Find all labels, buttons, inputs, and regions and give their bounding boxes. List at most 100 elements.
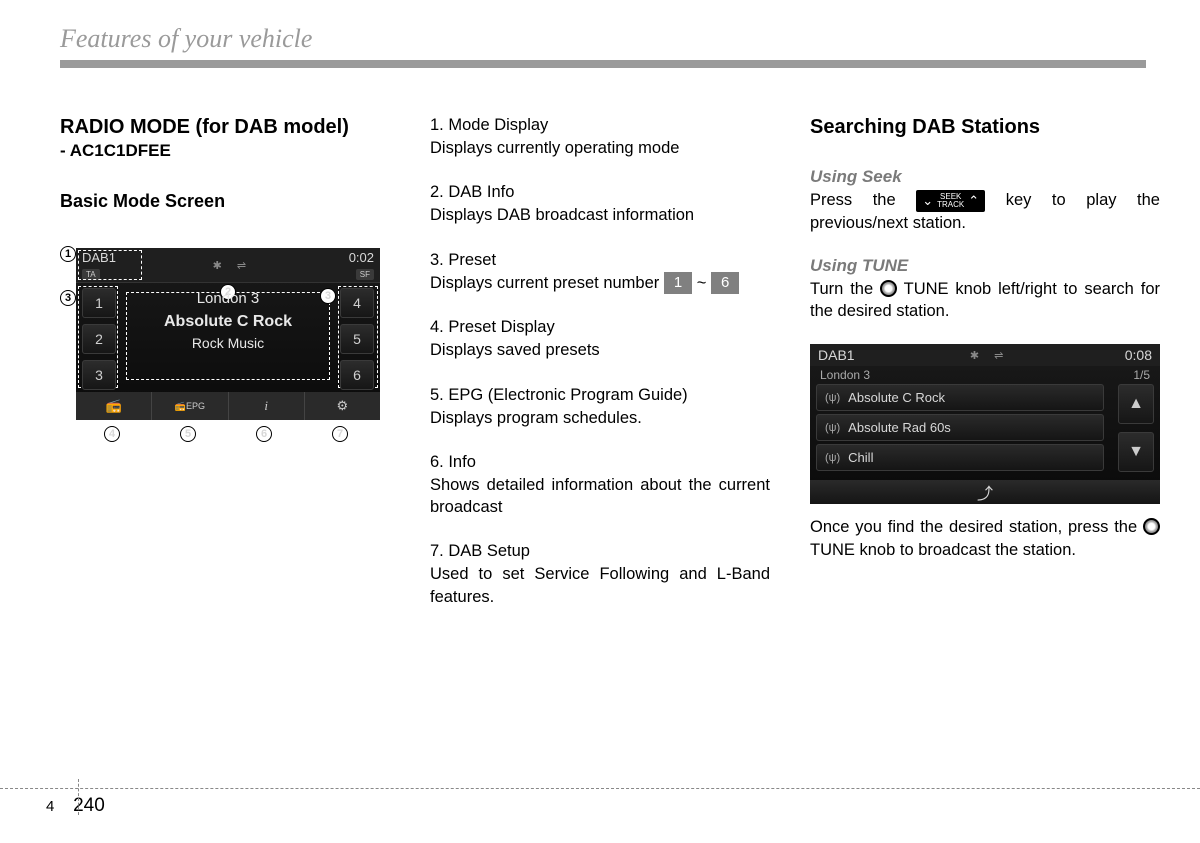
column-left: RADIO MODE (for DAB model) - AC1C1DFEE B… xyxy=(60,116,390,632)
item-1: 1. Mode Display Displays currently opera… xyxy=(430,116,770,159)
item-4-text: Displays saved presets xyxy=(430,339,770,361)
chevron-up-icon: ⌃ xyxy=(966,194,981,207)
callout-3-left: 3 xyxy=(60,290,76,306)
after-text-b: TUNE knob to broadcast the station. xyxy=(810,541,1076,559)
radio-screenshot-2: DAB1 ✱ ⇌ 0:08 London 3 1/5 (ψ) Absolute … xyxy=(810,344,1160,504)
item-2-text: Displays DAB broadcast information xyxy=(430,204,770,226)
preset-box-1: 1 xyxy=(664,272,692,294)
radio1-sf-badge: SF xyxy=(356,269,374,280)
radio1-btn-epg[interactable]: 📻EPG xyxy=(152,392,228,420)
callout-7: 7 xyxy=(332,426,348,442)
antenna-icon: (ψ) xyxy=(825,452,840,464)
radio2-ensemble: London 3 xyxy=(820,368,870,382)
knob-icon xyxy=(880,280,897,297)
item-2: 2. DAB Info Displays DAB broadcast infor… xyxy=(430,183,770,226)
radio2-subbar: London 3 1/5 xyxy=(810,366,1160,384)
radio2-clock: 0:08 xyxy=(1125,347,1152,363)
back-icon[interactable]: ⤴ xyxy=(977,480,993,504)
preset-1[interactable]: 1 xyxy=(82,288,116,318)
radio2-bottombar: ⤴ xyxy=(810,480,1160,504)
radio2-mode-label: DAB1 xyxy=(818,347,855,363)
item-4: 4. Preset Display Displays saved presets xyxy=(430,318,770,361)
radio2-topbar: DAB1 ✱ ⇌ 0:08 xyxy=(810,344,1160,366)
item-7-title: 7. DAB Setup xyxy=(430,542,770,561)
seek-track-button: ⌄ SEEK TRACK ⌃ xyxy=(916,190,985,212)
callout-1: 1 xyxy=(60,246,76,262)
tune-text-a: Turn the xyxy=(810,280,880,298)
item-3: 3. Preset Displays current preset number… xyxy=(430,251,770,295)
triangle-up-icon: ▲ xyxy=(1128,395,1144,413)
antenna-icon: (ψ) xyxy=(825,422,840,434)
footer-separator xyxy=(78,779,79,815)
radio-screenshot-1-wrap: 1 3 2 3 DAB1 TA ✱ ⇌ xyxy=(60,240,380,440)
preset-3[interactable]: 3 xyxy=(82,360,116,390)
callout-5: 5 xyxy=(180,426,196,442)
station-name-2: Absolute Rad 60s xyxy=(848,420,951,435)
item-2-title: 2. DAB Info xyxy=(430,183,770,202)
item-1-text: Displays currently operating mode xyxy=(430,137,770,159)
radio1-status-icons: ✱ ⇌ xyxy=(213,259,253,272)
radio1-bottombar: 📻 📻EPG i ⚙ xyxy=(76,392,380,420)
radio1-btn-info[interactable]: i xyxy=(229,392,305,420)
preset-5[interactable]: 5 xyxy=(340,324,374,354)
radio1-right-group: 0:02 SF xyxy=(349,250,374,280)
using-tune-text: Turn the TUNE knob left/right to search … xyxy=(810,278,1160,323)
item-3-text-a: Displays current preset number xyxy=(430,274,664,292)
epg-icon: 📻EPG xyxy=(175,401,205,412)
preset-4[interactable]: 4 xyxy=(340,288,374,318)
after-tune-text: Once you find the desired station, press… xyxy=(810,516,1160,561)
station-name-1: Absolute C Rock xyxy=(848,390,945,405)
item-6-title: 6. Info xyxy=(430,453,770,472)
radio2-status-icons: ✱ ⇌ xyxy=(970,349,1010,362)
gear-icon: ⚙ xyxy=(337,398,349,414)
radio-icon: 📻 xyxy=(106,398,122,414)
chevron-down-icon: ⌄ xyxy=(920,194,935,207)
radio-mode-subtitle: - AC1C1DFEE xyxy=(60,141,390,161)
item-4-title: 4. Preset Display xyxy=(430,318,770,337)
item-7: 7. DAB Setup Used to set Service Followi… xyxy=(430,542,770,608)
radio2-station-list: (ψ) Absolute C Rock (ψ) Absolute Rad 60s… xyxy=(810,384,1110,471)
column-right: Searching DAB Stations Using Seek Press … xyxy=(810,116,1160,632)
using-tune-heading: Using TUNE xyxy=(810,256,1160,276)
using-seek-heading: Using Seek xyxy=(810,167,1160,187)
info-icon: i xyxy=(264,398,268,414)
preset-2[interactable]: 2 xyxy=(82,324,116,354)
radio1-genre: Rock Music xyxy=(124,335,332,351)
searching-title: Searching DAB Stations xyxy=(810,116,1160,139)
station-row-2[interactable]: (ψ) Absolute Rad 60s xyxy=(816,414,1104,441)
radio-screenshot-1: 2 3 DAB1 TA ✱ ⇌ 0:02 SF 1 2 xyxy=(76,248,380,420)
antenna-icon: (ψ) xyxy=(825,392,840,404)
station-row-1[interactable]: (ψ) Absolute C Rock xyxy=(816,384,1104,411)
basic-mode-heading: Basic Mode Screen xyxy=(60,191,390,212)
item-7-text: Used to set Service Following and L-Band… xyxy=(430,563,770,608)
radio2-scroll-arrows: ▲ ▼ xyxy=(1118,384,1154,480)
item-5: 5. EPG (Electronic Program Guide) Displa… xyxy=(430,386,770,429)
radio1-btn-setup[interactable]: ⚙ xyxy=(305,392,380,420)
radio1-center-info: London 3 Absolute C Rock Rock Music xyxy=(124,290,332,351)
dash-mode xyxy=(78,250,142,280)
header-rule xyxy=(60,60,1146,68)
radio1-station: Absolute C Rock xyxy=(124,313,332,331)
using-seek-text: Press the ⌄ SEEK TRACK ⌃ key to play the… xyxy=(810,189,1160,234)
preset-6[interactable]: 6 xyxy=(340,360,374,390)
radio1-btn-radio[interactable]: 📻 xyxy=(76,392,152,420)
seek-text-a: Press the xyxy=(810,191,916,209)
seek-label-bot: TRACK xyxy=(937,200,964,209)
item-3-text-b: ~ xyxy=(697,274,711,292)
column-middle: 1. Mode Display Displays currently opera… xyxy=(430,116,770,632)
item-6: 6. Info Shows detailed information about… xyxy=(430,453,770,519)
radio1-presets-right: 4 5 6 xyxy=(340,288,374,396)
station-name-3: Chill xyxy=(848,450,873,465)
item-5-text: Displays program schedules. xyxy=(430,407,770,429)
radio1-clock: 0:02 xyxy=(349,250,374,265)
page-footer: 4 240 xyxy=(0,788,1200,817)
scroll-up-button[interactable]: ▲ xyxy=(1118,384,1154,424)
preset-box-6: 6 xyxy=(711,272,739,294)
after-text-a: Once you find the desired station, press… xyxy=(810,518,1143,536)
item-1-title: 1. Mode Display xyxy=(430,116,770,135)
item-3-title: 3. Preset xyxy=(430,251,770,270)
footer-chapter: 4 xyxy=(46,798,54,815)
callout-6: 6 xyxy=(256,426,272,442)
scroll-down-button[interactable]: ▼ xyxy=(1118,432,1154,472)
station-row-3[interactable]: (ψ) Chill xyxy=(816,444,1104,471)
